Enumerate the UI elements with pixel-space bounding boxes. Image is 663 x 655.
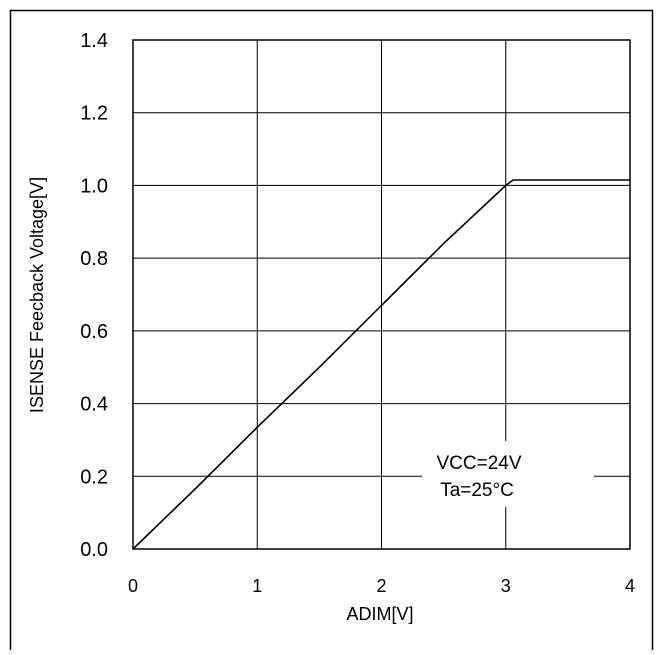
- y-tick-label-3: 0.6: [80, 321, 108, 343]
- y-tick-label-2: 0.4: [80, 394, 108, 416]
- series-group: [132, 179, 630, 550]
- x-tick-label-2: 2: [376, 576, 386, 596]
- x-tick-label-1: 1: [252, 576, 262, 596]
- annotation-vcc: VCC=24V: [436, 453, 521, 474]
- figure-border: [9, 9, 654, 655]
- y-tick-label-0: 0.0: [80, 539, 108, 561]
- y-tick-label-5: 1.0: [80, 175, 108, 197]
- x-tick-labels: 0 1 2 3 4: [128, 576, 635, 596]
- y-tick-label-7: 1.4: [80, 30, 108, 52]
- x-tick-label-3: 3: [501, 576, 511, 596]
- y-tick-labels: 0.0 0.2 0.4 0.6 0.8 1.0 1.2 1.4: [80, 30, 108, 561]
- y-tick-label-4: 0.8: [80, 248, 108, 270]
- y-tick-label-6: 1.2: [80, 103, 108, 125]
- annotation-ta: Ta=25°C: [440, 480, 514, 501]
- y-axis-label: ISENSE Feecback Voltage[V]: [27, 177, 47, 413]
- annotation-box: [422, 441, 594, 507]
- x-tick-label-4: 4: [625, 576, 635, 596]
- series-line-0: [132, 179, 630, 550]
- y-tick-label-1: 0.2: [80, 466, 108, 488]
- x-tick-label-0: 0: [128, 576, 138, 596]
- x-axis-label: ADIM[V]: [346, 604, 413, 624]
- grid-lines: [133, 40, 630, 549]
